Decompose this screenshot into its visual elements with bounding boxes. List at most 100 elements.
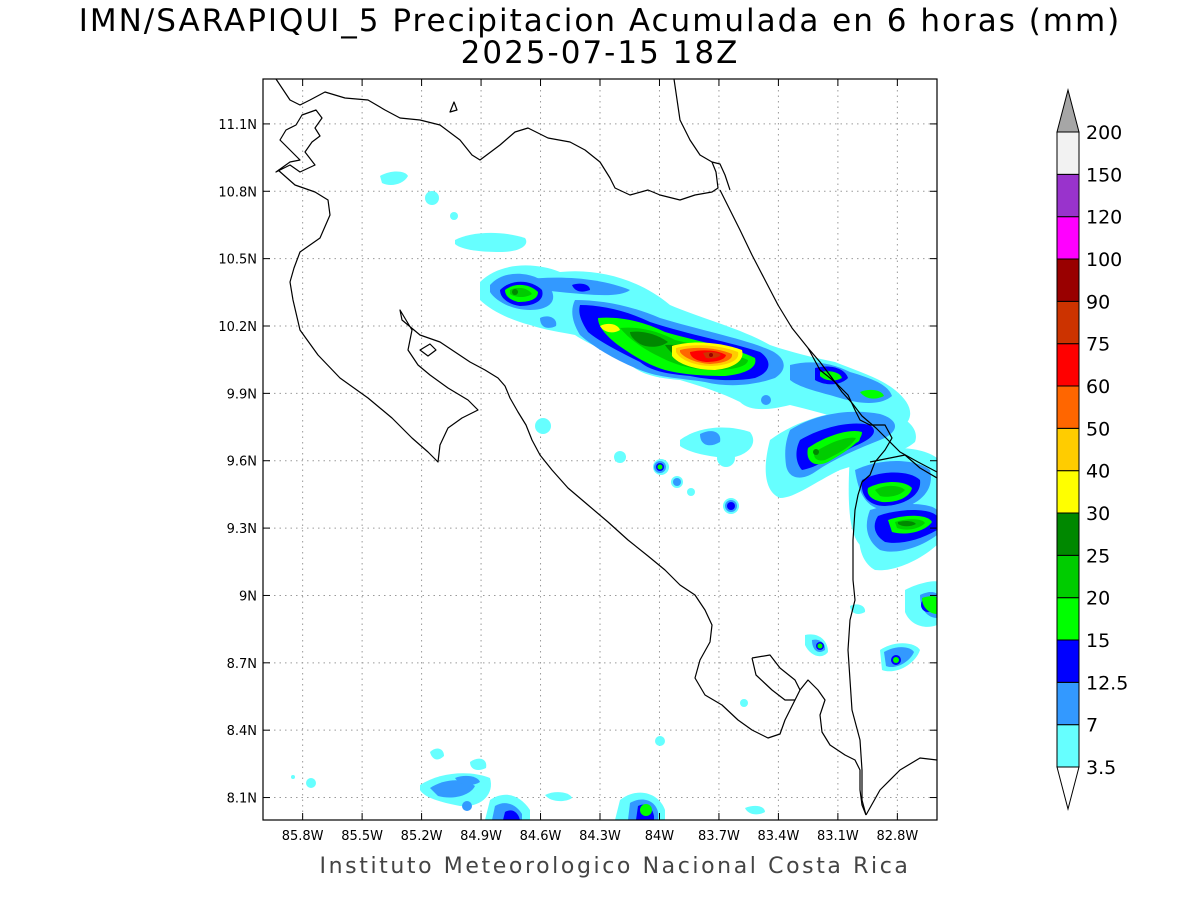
precip-area-20mm	[875, 485, 905, 497]
colorbar-swatch	[1056, 470, 1080, 514]
colorbar-swatch	[1056, 597, 1080, 641]
precipitation-field	[291, 171, 937, 820]
y-tick-label: 10.2N	[218, 320, 257, 335]
coastline-panama	[865, 757, 937, 816]
x-tick-label: 84W	[645, 829, 675, 844]
colorbar-swatch	[1056, 427, 1080, 472]
colorbar-swatch	[1056, 343, 1080, 387]
precip-area-15mm	[860, 389, 884, 399]
precip-area-15mm	[922, 596, 937, 614]
precip-area-25mm	[630, 331, 668, 347]
precip-cell	[306, 778, 316, 788]
coastline-pacific	[275, 109, 323, 173]
precip-area-3-5mm	[430, 748, 444, 760]
map-subtitle-date: 2025-07-15 18Z	[460, 35, 740, 71]
coastline-north	[275, 79, 731, 201]
precip-area-7mm	[700, 431, 721, 446]
colorbar-label: 25	[1086, 545, 1110, 567]
precip-area-25mm	[898, 520, 916, 527]
x-tick-label: 85.2W	[401, 829, 443, 844]
precip-cell-max	[709, 353, 713, 357]
precip-cell	[673, 478, 681, 486]
precip-cell	[727, 502, 735, 510]
x-tick-label: 83.7W	[698, 829, 740, 844]
x-tick-label: 85.8W	[282, 829, 324, 844]
precip-cell	[512, 289, 518, 295]
colorbar-swatch	[1056, 681, 1080, 726]
precip-cell	[614, 451, 626, 463]
colorbar-swatch	[1056, 385, 1080, 429]
border-cr-panama	[807, 347, 893, 816]
x-tick-label: 85.5W	[341, 829, 383, 844]
precip-cell	[655, 736, 665, 746]
precip-cell	[893, 657, 899, 663]
y-tick-label: 8.4N	[227, 724, 257, 739]
colorbar-label: 7	[1086, 715, 1098, 737]
precip-cell	[740, 699, 748, 707]
colorbar-label: 3.5	[1086, 757, 1116, 779]
colorbar: 3.5 7 12.5 15 20 25 30 40 50 60 75 90 100 120 150 200	[1056, 88, 1128, 811]
colorbar-under-arrow	[1056, 766, 1080, 811]
map-title: IMN/SARAPIQUI_5 Precipitacion Acumulada …	[78, 3, 1122, 39]
precip-area-3-5mm	[380, 171, 408, 185]
precip-area-7mm	[430, 780, 475, 798]
precip-area-3-5mm	[545, 792, 572, 802]
colorbar-over-arrow	[1056, 88, 1080, 133]
map-axes: 85.8W 85.5W 85.2W 84.9W 84.6W 84.3W 84W 83.7W 83…	[218, 79, 937, 844]
x-tick-label: 84.3W	[579, 829, 621, 844]
colorbar-label: 75	[1086, 334, 1110, 356]
colorbar-label: 20	[1086, 588, 1110, 610]
x-tick-label: 84.6W	[520, 829, 562, 844]
y-tick-label: 8.1N	[227, 792, 257, 807]
coastline-golfo-dulce	[751, 654, 801, 701]
colorbar-label: 40	[1086, 461, 1110, 483]
colorbar-label: 150	[1086, 164, 1122, 186]
colorbar-label: 200	[1086, 122, 1122, 144]
colorbar-swatch	[1056, 554, 1080, 599]
y-tick-label: 9.6N	[227, 455, 257, 470]
island	[449, 101, 458, 113]
precip-area-7mm	[540, 316, 557, 328]
precip-area-12-5mm	[572, 283, 590, 292]
precip-cell	[687, 488, 695, 496]
y-tick-label: 11.1N	[218, 118, 257, 133]
precip-cell	[717, 449, 735, 467]
precip-area-3-5mm	[455, 232, 527, 252]
x-tick-label: 82.8W	[876, 829, 918, 844]
precip-area-12-5mm	[503, 810, 520, 820]
colorbar-label: 60	[1086, 376, 1110, 398]
coastline-pacific-main	[277, 169, 867, 816]
coastlines	[275, 79, 937, 816]
precip-cell	[817, 643, 823, 649]
y-tick-label: 10.8N	[218, 185, 257, 200]
precip-cell	[291, 775, 295, 779]
precip-area-20mm	[814, 437, 856, 461]
precip-area-3-5mm	[470, 758, 487, 770]
island-nicoya	[419, 343, 437, 357]
colorbar-swatch	[1056, 512, 1080, 556]
footer-credit: Instituto Meteorologico Nacional Costa R…	[319, 854, 911, 879]
x-tick-label: 83.1W	[817, 829, 859, 844]
precip-area-3-5mm	[745, 805, 765, 815]
y-tick-label: 10.5N	[218, 253, 257, 268]
precip-cell	[450, 212, 458, 220]
colorbar-label: 120	[1086, 207, 1122, 229]
border-panama-province	[869, 454, 937, 479]
colorbar-swatch	[1056, 639, 1080, 683]
colorbar-swatch	[1056, 300, 1080, 345]
colorbar-swatch	[1056, 258, 1080, 302]
colorbar-swatch	[1056, 724, 1080, 768]
x-tick-label: 84.9W	[460, 829, 502, 844]
colorbar-swatch	[1056, 173, 1080, 218]
colorbar-swatch	[1056, 216, 1080, 260]
y-tick-label: 9.9N	[227, 387, 257, 402]
coastline-caribbean-north	[673, 79, 713, 163]
precip-cell	[535, 418, 551, 434]
precip-cell	[425, 191, 439, 205]
colorbar-label: 15	[1086, 630, 1110, 652]
precip-cell	[761, 395, 771, 405]
colorbar-label: 12.5	[1086, 672, 1128, 694]
colorbar-label: 50	[1086, 418, 1110, 440]
precip-cell	[813, 449, 819, 455]
